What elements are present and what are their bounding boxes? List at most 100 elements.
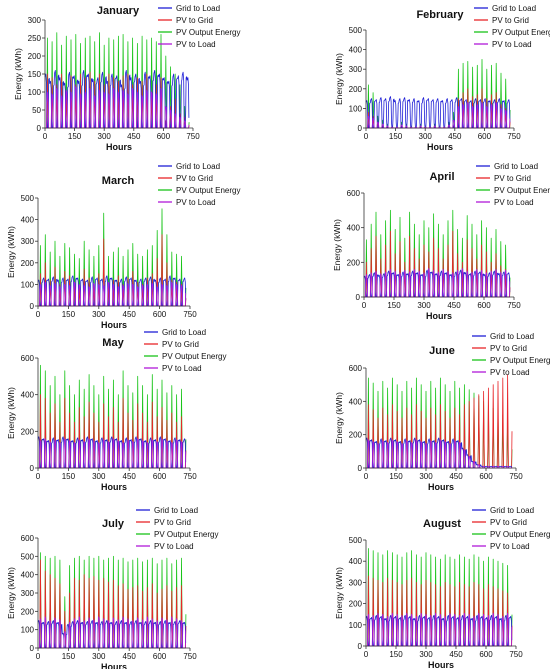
series-line-grid-to-load [44,70,190,129]
x-tick-label: 600 [153,310,167,319]
y-axis-label: Energy (kWh) [334,53,344,105]
legend-entry-pv-output-energy: PV Output Energy [490,356,550,365]
legend-entry-pv-to-load: PV to Load [154,542,194,551]
x-tick-label: 150 [389,132,403,141]
y-tick-label: 0 [30,644,35,653]
y-axis-label: Energy (kWh) [13,48,23,100]
x-tick-label: 300 [92,472,106,481]
x-tick-label: 450 [449,650,463,659]
legend-entry-pv-to-grid: PV to Grid [176,174,213,183]
chart-title: March [102,175,135,187]
x-tick-label: 750 [183,652,197,661]
x-tick-label: 0 [36,310,41,319]
legend-entry-pv-to-grid: PV to Grid [490,518,527,527]
x-tick-label: 150 [389,650,403,659]
x-tick-label: 750 [509,472,523,481]
y-tick-label: 600 [349,364,363,373]
legend-entry-grid-to-load: Grid to Load [176,4,220,13]
legend-entry-pv-output-energy: PV Output Energy [176,28,240,37]
x-tick-label: 600 [477,301,491,310]
x-tick-label: 450 [448,132,462,141]
x-tick-label: 600 [153,652,167,661]
legend-entry-grid-to-load: Grid to Load [490,506,534,515]
chart-may: May 0 150 300 450 600 750 0 200 400 600 Hours Energy… [6,328,226,492]
legend-entry-pv-to-load: PV to Load [176,40,216,49]
chart-legend: Grid to Load PV to Grid PV Output Energy PV… [144,328,226,373]
y-tick-label: 200 [21,259,35,268]
chart-april: April 0 150 300 450 600 750 0 200 400 600 Hours Ener… [332,162,550,321]
x-axis-label: Hours [428,660,454,669]
y-tick-label: 600 [21,354,35,363]
x-tick-label: 750 [183,310,197,319]
y-tick-label: 500 [21,552,35,561]
legend-entry-pv-output-energy: PV Output Energy [490,530,550,539]
series-line-grid-to-load [365,96,511,129]
y-tick-label: 100 [349,104,363,113]
y-tick-label: 200 [21,427,35,436]
chart-july: July 0 150 300 450 600 750 0 100 200 300 400 500 600 H… [6,506,218,669]
legend-entry-pv-to-load: PV to Load [162,364,202,373]
chart-legend: Grid to Load PV to Grid PV Output Energy PV… [136,506,218,551]
y-tick-label: 0 [37,124,42,133]
y-tick-label: 300 [21,237,35,246]
legend-entry-pv-to-load: PV to Load [494,198,534,207]
x-tick-label: 750 [186,132,200,141]
y-tick-label: 200 [349,600,363,609]
y-tick-label: 150 [28,70,42,79]
y-axis-label: Energy (kWh) [334,567,344,619]
legend-entry-grid-to-load: Grid to Load [490,332,534,341]
x-tick-label: 150 [62,472,76,481]
x-tick-label: 750 [509,650,523,659]
y-axis-label: Energy (kWh) [6,226,16,278]
y-tick-label: 400 [21,216,35,225]
y-tick-label: 500 [349,26,363,35]
y-axis-label: Energy (kWh) [6,567,16,619]
y-tick-label: 200 [21,607,35,616]
x-tick-label: 300 [419,650,433,659]
x-tick-label: 300 [419,472,433,481]
y-tick-label: 300 [21,589,35,598]
legend-entry-pv-to-load: PV to Load [490,368,530,377]
y-tick-label: 0 [358,464,363,473]
chart-legend: Grid to Load PV to Grid PV Output Energy PV… [474,4,550,49]
x-tick-label: 750 [183,472,197,481]
x-axis-label: Hours [427,142,453,152]
y-axis-label: Energy (kWh) [6,387,16,439]
y-tick-label: 0 [358,642,363,651]
series-line-pv-to-grid [366,575,513,647]
chart-title: January [97,5,140,17]
x-tick-label: 600 [479,650,493,659]
legend-entry-pv-output-energy: PV Output Energy [492,28,550,37]
y-tick-label: 400 [347,224,361,233]
y-tick-label: 400 [21,571,35,580]
x-tick-label: 150 [389,472,403,481]
legend-entry-pv-to-grid: PV to Grid [494,174,531,183]
x-tick-label: 600 [157,132,171,141]
chart-title: May [102,337,124,349]
chart-title: July [102,518,125,530]
y-tick-label: 500 [349,536,363,545]
x-tick-label: 750 [507,132,521,141]
x-tick-label: 0 [43,132,48,141]
legend-entry-grid-to-load: Grid to Load [154,506,198,515]
y-tick-label: 400 [349,46,363,55]
legend-entry-grid-to-load: Grid to Load [176,162,220,171]
y-tick-label: 100 [349,621,363,630]
x-tick-label: 450 [123,652,137,661]
y-tick-label: 0 [30,302,35,311]
legend-entry-pv-to-grid: PV to Grid [492,16,529,25]
series-line-pv-output-energy [366,59,511,129]
legend-entry-pv-output-energy: PV Output Energy [494,186,550,195]
x-tick-label: 150 [62,310,76,319]
x-axis-label: Hours [101,482,127,492]
x-tick-label: 0 [364,472,369,481]
y-tick-label: 400 [349,397,363,406]
legend-entry-pv-to-load: PV to Load [490,542,530,551]
y-axis-label: Energy (kWh) [332,219,342,271]
x-tick-label: 300 [419,132,433,141]
x-tick-label: 150 [68,132,82,141]
x-axis-label: Hours [426,311,452,321]
chart-title: June [429,345,455,357]
x-axis-label: Hours [101,320,127,330]
